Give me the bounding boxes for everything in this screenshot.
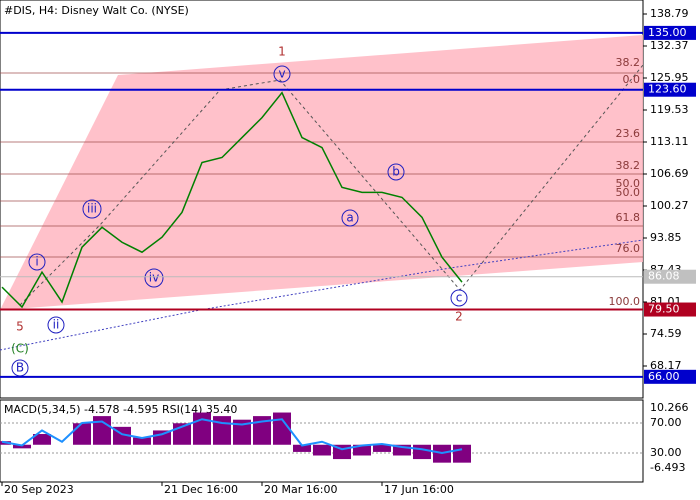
x-tick-label: 20 Mar 16:00: [264, 483, 337, 496]
x-tick-label: 20 Sep 2023: [4, 483, 74, 496]
macd-bar: [73, 423, 91, 445]
indicator-title: MACD(5,34,5) -4.578 -4.595 RSI(14) 35.40: [4, 403, 237, 416]
level-label: 135.00: [648, 26, 687, 39]
level-box: [644, 302, 696, 317]
y-tick-label: 70.00: [650, 416, 682, 429]
fib-label: 0.0: [623, 73, 641, 86]
macd-bar: [33, 434, 51, 445]
wave-label: ii: [53, 318, 60, 332]
macd-bar: [13, 444, 31, 449]
wave-label: a: [346, 211, 353, 225]
wave-label: 2: [455, 310, 463, 324]
macd-bar: [293, 444, 311, 452]
wave-label: B: [16, 361, 24, 375]
y-tick-label: 125.95: [650, 71, 689, 84]
current-price-box: [644, 269, 696, 284]
y-tick-label: -6.493: [650, 461, 685, 474]
y-tick-label: 30.00: [650, 446, 682, 459]
y-tick-label: 74.59: [650, 327, 682, 340]
chart-title: #DIS, H4: Disney Walt Co. (NYSE): [4, 4, 189, 17]
wave-lines: [0, 64, 644, 351]
y-tick-label: 68.17: [650, 359, 682, 372]
fib-label: 76.0: [616, 242, 641, 255]
y-tick-label: 93.85: [650, 231, 682, 244]
y-tick-label: 100.27: [650, 199, 689, 212]
macd-bar: [213, 416, 231, 445]
level-box: [644, 25, 696, 40]
wave-label: iii: [87, 202, 97, 216]
fib-label: 50.0: [616, 177, 641, 190]
wave-label: b: [392, 165, 400, 179]
fib-label: 100.0: [609, 295, 641, 308]
y-tick-label: 10.266: [650, 401, 689, 414]
macd-bar: [453, 444, 471, 463]
wave-label: i: [35, 255, 38, 269]
wave-label: 1: [278, 45, 286, 59]
level-label: 123.60: [648, 83, 687, 96]
y-tick-label: 132.37: [650, 39, 689, 52]
current-price-label: 86.08: [648, 270, 680, 283]
y-tick-label: 106.69: [650, 167, 689, 180]
x-tick-label: 21 Dec 16:00: [164, 483, 238, 496]
channel: [0, 35, 643, 310]
level-label: 66.00: [648, 370, 680, 383]
fib-label: 23.6: [616, 127, 641, 140]
macd-bar: [133, 437, 151, 445]
wave-label: iv: [149, 271, 159, 285]
level-box: [644, 369, 696, 384]
macd-bar: [233, 419, 251, 445]
fib-label: 61.8: [616, 211, 641, 224]
macd-bar: [93, 416, 111, 445]
level-label: 79.50: [648, 303, 680, 316]
wave-label: 5: [16, 320, 24, 334]
wave-label: c: [456, 291, 463, 305]
macd-bar: [413, 444, 431, 460]
macd-bar: [393, 444, 411, 456]
macd-bar: [153, 430, 171, 445]
macd-bar: [373, 444, 391, 452]
macd-bar: [313, 444, 331, 456]
wave-label: v: [278, 67, 285, 81]
wave-circles: [11, 65, 468, 377]
fib-label: 38.2: [616, 159, 641, 172]
y-tick-label: 119.53: [650, 103, 689, 116]
wave-label: (C): [11, 342, 29, 356]
y-tick-label: 138.79: [650, 7, 689, 20]
fib-label: 38.2: [616, 56, 641, 69]
level-box: [644, 82, 696, 97]
fib-lines: [0, 72, 643, 258]
y-tick-label: 113.11: [650, 135, 689, 148]
price-line: [1, 91, 463, 309]
rsi-line: [1, 418, 463, 455]
macd-bar: [193, 412, 211, 445]
fib-label: 50.0: [616, 186, 641, 199]
macd-bar: [253, 416, 271, 445]
macd-bar: [353, 444, 371, 456]
x-tick-label: 17 Jun 16:00: [384, 483, 454, 496]
